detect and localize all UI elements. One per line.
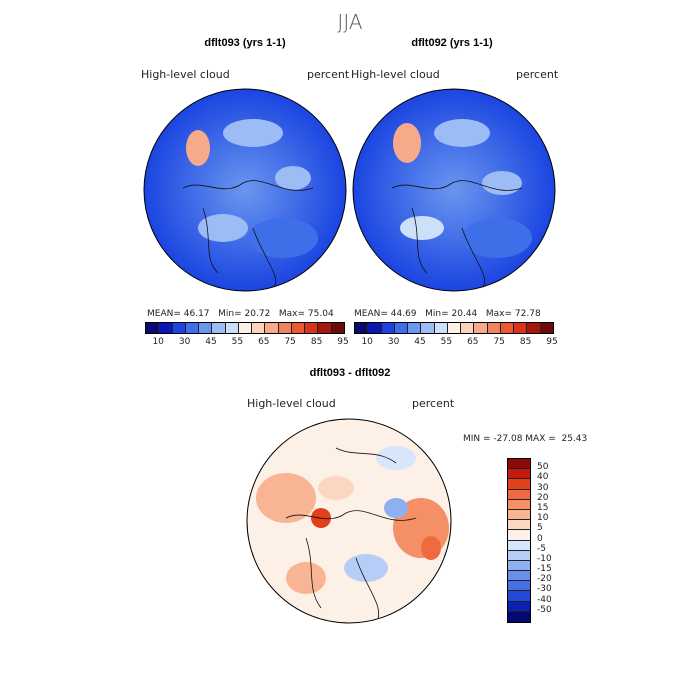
colorbar-swatch	[305, 323, 319, 333]
panel2-units: percent	[516, 68, 559, 81]
diff-colorbar	[507, 458, 531, 623]
diff-colorbar-ticks: 50 40 30 20 15 10 5 0 -5 -10 -15 -20 -30 -40 -50	[537, 458, 577, 621]
colorbar-swatch	[487, 323, 501, 333]
colorbar-swatch	[508, 459, 530, 470]
colorbar-tick-label: -50	[537, 604, 552, 615]
colorbar-swatch	[159, 323, 173, 333]
colorbar-swatch	[508, 489, 530, 500]
colorbar-swatch	[408, 323, 422, 333]
colorbar-swatch	[199, 323, 213, 333]
panel1-variable: High-level cloud	[141, 68, 230, 81]
colorbar-swatch	[514, 323, 528, 333]
colorbar-swatch	[172, 323, 186, 333]
colorbar-tick-label: 0	[537, 533, 543, 544]
colorbar-swatch	[421, 323, 435, 333]
colorbar-swatch	[508, 499, 530, 510]
diff-map	[246, 418, 452, 624]
colorbar-tick-label: 75	[493, 337, 505, 347]
season-title: JJA	[337, 10, 363, 34]
diff-variable: High-level cloud	[247, 397, 336, 410]
colorbar-tick-label: 10	[537, 513, 549, 524]
colorbar-swatch	[508, 550, 530, 561]
panel2-colorbar	[354, 322, 554, 334]
panel1-map	[143, 88, 347, 292]
colorbar-tick-label: 85	[310, 337, 323, 347]
colorbar-tick-label: -20	[537, 574, 552, 585]
panel2-stats: MEAN= 44.69 Min= 20.44 Max= 72.78	[354, 309, 541, 319]
panel1-units: percent	[307, 68, 350, 81]
colorbar-swatch	[434, 323, 448, 333]
colorbar-swatch	[508, 479, 530, 490]
colorbar-swatch	[461, 323, 475, 333]
diff-minmax: MIN = -27.08 MAX = 25.43	[463, 434, 588, 444]
colorbar-swatch	[252, 323, 266, 333]
colorbar-tick-label: 30	[178, 337, 191, 347]
panel2-colorbar-ticks: 10 30 45 55 65 75 85 95	[354, 337, 557, 349]
colorbar-swatch	[394, 323, 409, 333]
colorbar-swatch	[331, 323, 344, 333]
colorbar-swatch	[355, 323, 369, 333]
colorbar-tick-label: -40	[537, 594, 552, 605]
colorbar-tick-label: 10	[361, 337, 373, 347]
panel1-stats: MEAN= 46.17 Min= 20.72 Max= 75.04	[147, 309, 334, 319]
colorbar-swatch	[508, 560, 530, 572]
colorbar-swatch	[278, 323, 292, 333]
colorbar-swatch	[318, 323, 332, 333]
colorbar-tick-label: 30	[387, 337, 400, 347]
colorbar-tick-label: 10	[152, 337, 164, 347]
colorbar-swatch	[474, 323, 488, 333]
colorbar-tick-label: 40	[537, 472, 549, 483]
colorbar-tick-label: 65	[258, 337, 270, 347]
colorbar-swatch	[146, 323, 160, 333]
colorbar-swatch	[447, 323, 462, 333]
colorbar-swatch	[508, 509, 530, 521]
colorbar-tick-label: 45	[414, 337, 426, 347]
colorbar-tick-label: 95	[337, 337, 349, 347]
panel2-title: dflt092 (yrs 1-1)	[411, 37, 493, 49]
diff-title: dflt093 - dflt092	[309, 367, 391, 379]
colorbar-tick-label: 95	[546, 337, 558, 347]
panel1-colorbar-ticks: 10 30 45 55 65 75 85 95	[145, 337, 348, 349]
diff-units: percent	[412, 397, 455, 410]
colorbar-swatch	[527, 323, 541, 333]
colorbar-tick-label: -5	[537, 543, 546, 554]
colorbar-tick-label: 5	[537, 523, 543, 534]
colorbar-swatch	[185, 323, 200, 333]
colorbar-swatch	[508, 581, 530, 592]
colorbar-tick-label: 55	[440, 337, 453, 347]
colorbar-tick-label: 65	[467, 337, 479, 347]
colorbar-swatch	[291, 323, 306, 333]
colorbar-swatch	[508, 520, 530, 531]
panel1-colorbar	[145, 322, 345, 334]
colorbar-swatch	[508, 469, 530, 480]
colorbar-tick-label: 15	[537, 502, 549, 513]
colorbar-swatch	[238, 323, 253, 333]
colorbar-swatch	[540, 323, 553, 333]
colorbar-swatch	[265, 323, 279, 333]
colorbar-swatch	[381, 323, 395, 333]
colorbar-swatch	[225, 323, 239, 333]
panel2-map	[352, 88, 556, 292]
colorbar-tick-label: -30	[537, 584, 552, 595]
colorbar-tick-label: 20	[537, 492, 549, 503]
colorbar-swatch	[500, 323, 515, 333]
colorbar-tick-label: 85	[519, 337, 532, 347]
colorbar-tick-label: 75	[284, 337, 296, 347]
colorbar-tick-label: 55	[231, 337, 244, 347]
panel1-title: dflt093 (yrs 1-1)	[204, 37, 286, 49]
colorbar-swatch	[508, 530, 530, 541]
colorbar-swatch	[508, 571, 530, 582]
colorbar-swatch	[508, 611, 530, 622]
panel2-variable: High-level cloud	[351, 68, 440, 81]
colorbar-tick-label: 50	[537, 462, 549, 473]
colorbar-swatch	[212, 323, 226, 333]
colorbar-tick-label: -15	[537, 564, 552, 575]
colorbar-swatch	[368, 323, 382, 333]
colorbar-tick-label: 30	[537, 482, 549, 493]
colorbar-swatch	[508, 591, 530, 602]
colorbar-swatch	[508, 540, 530, 551]
colorbar-tick-label: -10	[537, 553, 552, 564]
colorbar-tick-label: 45	[205, 337, 217, 347]
colorbar-swatch	[508, 601, 530, 612]
